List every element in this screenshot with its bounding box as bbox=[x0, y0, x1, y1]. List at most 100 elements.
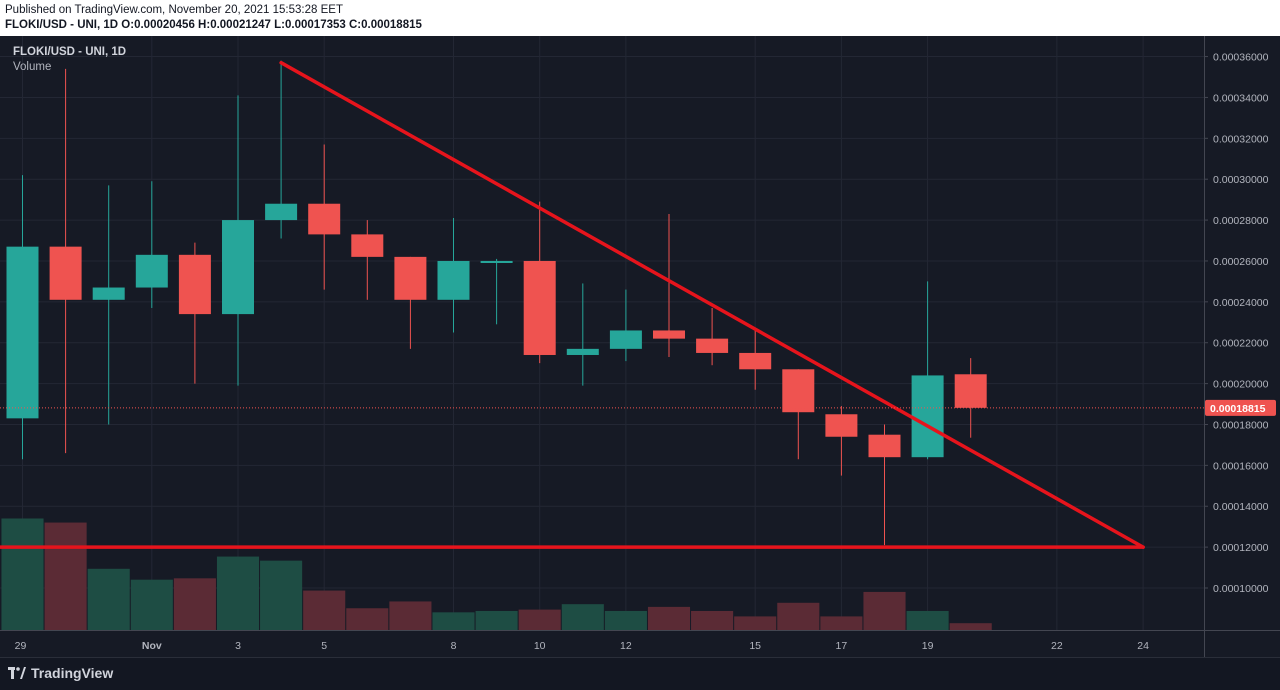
x-tick-label: 24 bbox=[1137, 640, 1149, 652]
y-tick-label: 0.00024000 bbox=[1213, 297, 1269, 309]
candle-body bbox=[351, 234, 384, 257]
candle-body bbox=[523, 260, 556, 355]
x-tick-label: 29 bbox=[15, 640, 27, 652]
volume-bar bbox=[303, 590, 346, 630]
current-price-text: 0.00018815 bbox=[1210, 403, 1266, 415]
candle-body bbox=[825, 414, 858, 437]
trendlines bbox=[0, 60, 1145, 549]
volume-bar bbox=[647, 606, 691, 630]
candle-body bbox=[394, 256, 427, 300]
y-tick-label: 0.00016000 bbox=[1213, 460, 1269, 472]
publish-header: Published on TradingView.com, November 2… bbox=[0, 0, 1280, 36]
low-label: L: bbox=[274, 19, 286, 31]
x-tick-label: Nov bbox=[142, 640, 162, 652]
high-label: H: bbox=[198, 19, 211, 31]
volume-bars bbox=[1, 518, 992, 630]
candle-body bbox=[135, 254, 168, 288]
legend-volume: Volume bbox=[13, 61, 52, 73]
volume-bar bbox=[475, 610, 518, 630]
y-tick-label: 0.00036000 bbox=[1213, 52, 1269, 64]
x-tick-label: 19 bbox=[922, 640, 934, 652]
y-tick-label: 0.00026000 bbox=[1213, 256, 1269, 268]
volume-bar bbox=[260, 560, 303, 630]
x-tick-label: 17 bbox=[836, 640, 848, 652]
candles bbox=[6, 60, 987, 546]
candle-body bbox=[222, 220, 254, 315]
volume-bar bbox=[820, 616, 863, 630]
volume-bar bbox=[1, 518, 44, 630]
y-axis-labels: 0.000380000.000360000.000340000.00032000… bbox=[1204, 52, 1269, 595]
x-tick-label: 5 bbox=[321, 640, 327, 652]
current-price-badge bbox=[1205, 399, 1276, 416]
volume-bar bbox=[691, 610, 734, 630]
y-tick-label: 0.00012000 bbox=[1213, 542, 1269, 554]
candle-body bbox=[265, 203, 298, 221]
y-tick-label: 0.00028000 bbox=[1213, 215, 1269, 227]
volume-bar bbox=[604, 610, 647, 630]
y-tick-label: 0.00014000 bbox=[1213, 501, 1269, 513]
candle-body bbox=[653, 330, 685, 339]
candle-body bbox=[609, 330, 642, 349]
y-tick-label: 0.00034000 bbox=[1213, 92, 1269, 104]
ohlc-line: FLOKI/USD - UNI, 1D O:0.00020456 H:0.000… bbox=[5, 19, 422, 31]
volume-bar bbox=[561, 604, 604, 630]
y-tick-label: 0.00030000 bbox=[1213, 174, 1269, 186]
candle-body bbox=[308, 203, 341, 235]
grid-lines bbox=[0, 36, 1204, 630]
candle-body bbox=[92, 287, 125, 300]
candle-body bbox=[437, 260, 470, 300]
candle-body bbox=[178, 254, 211, 315]
y-tick-label: 0.00022000 bbox=[1213, 338, 1269, 350]
volume-bar bbox=[346, 608, 389, 630]
candle-body bbox=[696, 338, 729, 353]
footer-bar: TradingView bbox=[0, 657, 1280, 690]
x-tick-label: 8 bbox=[451, 640, 457, 652]
x-tick-label: 3 bbox=[235, 640, 241, 652]
volume-bar bbox=[777, 602, 820, 630]
volume-bar bbox=[518, 609, 561, 630]
volume-bar bbox=[949, 623, 992, 630]
y-tick-label: 0.00020000 bbox=[1213, 379, 1269, 391]
y-tick-label: 0.00010000 bbox=[1213, 583, 1269, 595]
candle-body bbox=[782, 369, 815, 413]
close-label: C: bbox=[348, 19, 362, 31]
symbol-label: FLOKI/USD - UNI, 1D bbox=[5, 19, 119, 31]
x-axis-labels: 29 Nov 3 5 8 10 12 15 17 19 22 24 bbox=[15, 640, 1149, 652]
legend-symbol: FLOKI/USD - UNI, 1D bbox=[13, 46, 127, 58]
candle-body bbox=[566, 348, 599, 355]
volume-bar bbox=[906, 610, 949, 630]
published-info: Published on TradingView.com, November 2… bbox=[5, 4, 343, 16]
tradingview-logo-icon bbox=[8, 667, 26, 679]
candle-body bbox=[954, 374, 987, 408]
brand-name: TradingView bbox=[31, 665, 114, 681]
y-tick-label: 0.00018000 bbox=[1213, 419, 1269, 431]
volume-bar bbox=[432, 612, 475, 630]
volume-bar bbox=[863, 591, 906, 630]
close-value: 0.00018815 bbox=[361, 19, 422, 31]
high-value: 0.00021247 bbox=[210, 19, 271, 31]
trendline bbox=[279, 60, 1145, 549]
candle-body bbox=[911, 375, 944, 458]
open-value: 0.00020456 bbox=[134, 19, 195, 31]
candle-body bbox=[868, 434, 901, 458]
x-tick-label: 22 bbox=[1051, 640, 1063, 652]
volume-bar bbox=[44, 522, 87, 630]
candle-body bbox=[6, 246, 39, 419]
candlestick-chart[interactable]: 0.000380000.000360000.000340000.00032000… bbox=[0, 36, 1280, 657]
volume-bar bbox=[130, 579, 173, 630]
volume-bar bbox=[734, 616, 777, 630]
volume-bar bbox=[389, 601, 432, 630]
y-tick-label: 0.00032000 bbox=[1213, 133, 1269, 145]
x-tick-label: 15 bbox=[749, 640, 761, 652]
open-label: O: bbox=[121, 19, 135, 31]
x-tick-label: 12 bbox=[620, 640, 632, 652]
current-price-label: 0.00018815 bbox=[1205, 399, 1276, 416]
candle-body bbox=[49, 246, 82, 300]
volume-bar bbox=[87, 568, 130, 630]
x-tick-label: 10 bbox=[534, 640, 546, 652]
tradingview-brand[interactable]: TradingView bbox=[8, 665, 113, 681]
chart-legend: FLOKI/USD - UNI, 1D Volume bbox=[13, 46, 126, 73]
low-value: 0.00017353 bbox=[285, 19, 346, 31]
volume-bar bbox=[173, 578, 216, 630]
candle-body bbox=[480, 260, 513, 264]
